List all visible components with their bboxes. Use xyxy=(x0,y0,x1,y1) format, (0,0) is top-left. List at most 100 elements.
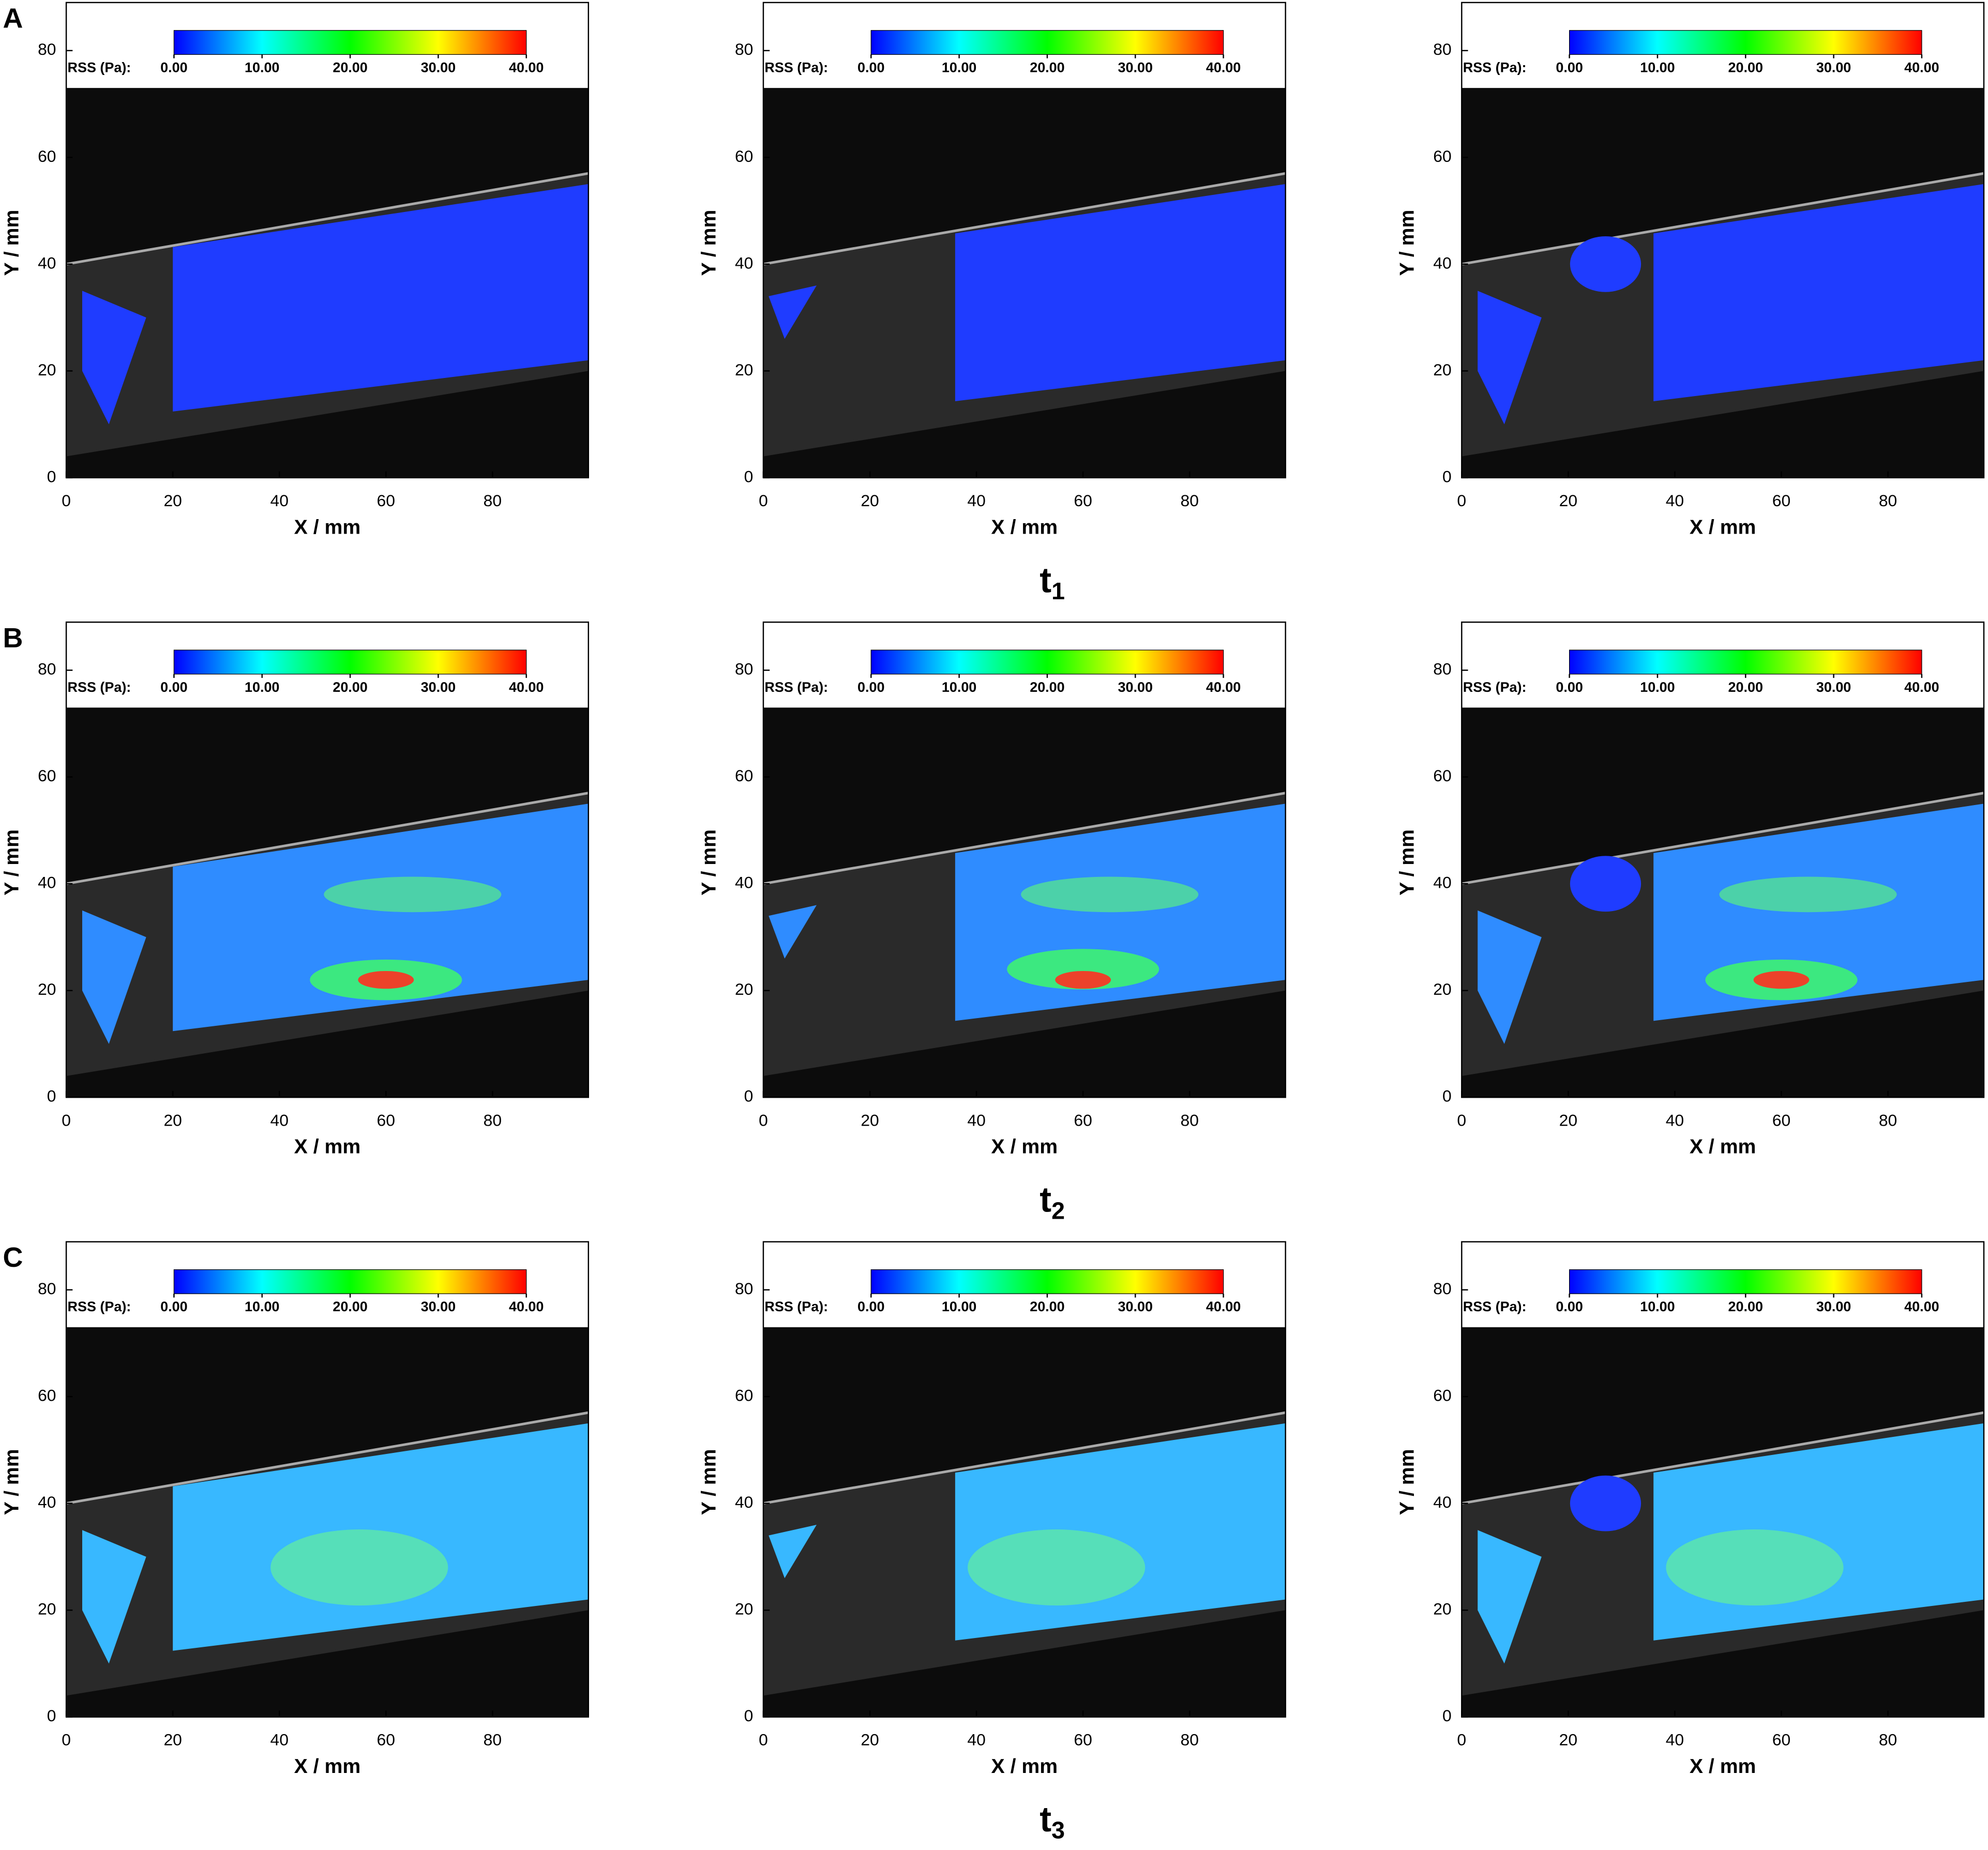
x-tick-label: 40 xyxy=(270,1731,289,1749)
y-axis-label: Y / mm xyxy=(1,210,23,276)
plot-frame xyxy=(762,2,1286,479)
x-tick-label: 60 xyxy=(1074,491,1092,510)
y-tick-label: 40 xyxy=(1433,253,1451,272)
y-tick-label: 0 xyxy=(1442,1706,1452,1725)
colorbar-tick-label: 30.00 xyxy=(1118,1299,1153,1314)
x-tick-label: 0 xyxy=(1457,1731,1466,1749)
x-axis-label: X / mm xyxy=(991,1755,1058,1778)
x-tick-label: 60 xyxy=(1772,1731,1790,1749)
x-tick-label: 20 xyxy=(163,1731,182,1749)
channel-wall xyxy=(66,792,589,885)
y-tick-label: 0 xyxy=(47,1706,56,1725)
colorbar-tick-label: 10.00 xyxy=(1640,59,1675,75)
panel: 0 20 40 60 80 0 20 40 60 80 X / mm Y / mm RSS (Pa): 0… xyxy=(1396,1241,1985,1778)
y-tick-label: 20 xyxy=(1433,1600,1451,1618)
y-tick-label: 80 xyxy=(735,1279,753,1298)
x-axis-label: X / mm xyxy=(1690,1136,1756,1158)
colorbar xyxy=(173,1269,527,1294)
x-axis-label: X / mm xyxy=(294,1136,361,1158)
flow-region-left xyxy=(82,291,146,424)
colorbar-label: RSS (Pa): xyxy=(68,679,131,695)
y-tick-label: 40 xyxy=(38,253,56,272)
panel: 0 20 40 60 80 0 20 40 60 80 X / mm Y / mm RSS (Pa): 0… xyxy=(1,621,590,1158)
time-label: t2 xyxy=(1040,1180,1065,1224)
panel: 0 20 40 60 80 0 20 40 60 80 X / mm Y / mm RSS (Pa): 0… xyxy=(1,1241,590,1778)
panel: 0 20 40 60 80 0 20 40 60 80 X / mm Y / mm RSS (Pa): 0… xyxy=(698,621,1286,1158)
colorbar-tick-label: 20.00 xyxy=(1728,679,1763,695)
x-tick-label: 20 xyxy=(163,1111,182,1129)
colorbar-tick-label: 10.00 xyxy=(1640,1299,1675,1314)
y-tick-label: 0 xyxy=(47,1087,56,1105)
x-axis-label: X / mm xyxy=(294,1755,361,1778)
y-tick-label: 0 xyxy=(744,467,754,486)
bulge xyxy=(1570,856,1641,912)
flow-region-left xyxy=(769,1524,817,1579)
x-tick-label: 80 xyxy=(484,1731,502,1749)
colorbar-tick-label: 10.00 xyxy=(245,1299,279,1314)
blob xyxy=(358,971,414,989)
colorbar-tick-label: 40.00 xyxy=(509,1299,544,1314)
y-tick-label: 80 xyxy=(38,40,56,58)
x-tick-label: 20 xyxy=(163,491,182,510)
colorbar-tick-label: 40.00 xyxy=(1904,59,1939,75)
colorbar-tick-label: 10.00 xyxy=(245,679,279,695)
x-tick-label: 60 xyxy=(377,1731,395,1749)
y-tick-label: 20 xyxy=(735,1600,753,1618)
x-tick-label: 80 xyxy=(1879,491,1897,510)
y-tick-label: 40 xyxy=(38,873,56,892)
colorbar-tick-label: 10.00 xyxy=(942,679,976,695)
colorbar xyxy=(1569,649,1922,675)
y-tick-label: 20 xyxy=(38,1600,56,1618)
y-tick-label: 80 xyxy=(38,1279,56,1298)
x-tick-label: 20 xyxy=(861,491,879,510)
flow-region xyxy=(173,803,589,1032)
x-axis-label: X / mm xyxy=(294,516,361,538)
y-tick-label: 20 xyxy=(735,980,753,998)
flow-region-left xyxy=(1478,1530,1542,1664)
time-label-sub: 3 xyxy=(1051,1817,1065,1844)
bulge xyxy=(1570,236,1641,292)
flow-region-left xyxy=(82,910,146,1044)
colorbar xyxy=(1569,1269,1922,1294)
blob xyxy=(270,1529,448,1606)
y-tick-label: 60 xyxy=(1433,1386,1451,1405)
plot-frame xyxy=(762,1241,1286,1718)
blob xyxy=(324,876,502,913)
plot-frame xyxy=(65,1241,590,1718)
y-tick-label: 40 xyxy=(735,253,753,272)
y-axis-label: Y / mm xyxy=(698,210,720,276)
y-tick-label: 60 xyxy=(38,147,56,165)
y-tick-label: 80 xyxy=(38,660,56,678)
colorbar-label: RSS (Pa): xyxy=(764,679,828,695)
y-tick-label: 40 xyxy=(735,873,753,892)
colorbar-tick-label: 30.00 xyxy=(1118,679,1153,695)
flow-region-left xyxy=(1478,910,1542,1044)
colorbar-tick-label: 40.00 xyxy=(1206,1299,1241,1314)
colorbar-tick-label: 10.00 xyxy=(942,1299,976,1314)
x-axis-label: X / mm xyxy=(991,516,1058,538)
colorbar-tick-label: 20.00 xyxy=(333,59,367,75)
x-tick-label: 20 xyxy=(861,1731,879,1749)
colorbar-tick-label: 20.00 xyxy=(1728,1299,1763,1314)
flow-region xyxy=(173,184,589,412)
colorbar-tick-label: 30.00 xyxy=(421,679,456,695)
plot-frame xyxy=(65,621,590,1098)
y-axis-label: Y / mm xyxy=(1396,829,1419,896)
x-tick-label: 20 xyxy=(1559,491,1577,510)
colorbar-tick-label: 20.00 xyxy=(1728,59,1763,75)
colorbar xyxy=(173,649,527,675)
channel-wall xyxy=(763,792,1286,885)
y-tick-label: 0 xyxy=(744,1087,754,1105)
x-axis-label: X / mm xyxy=(1690,1755,1756,1778)
y-tick-label: 20 xyxy=(735,360,753,379)
colorbar xyxy=(870,30,1224,55)
colorbar-tick-label: 20.00 xyxy=(333,1299,367,1314)
y-tick-label: 0 xyxy=(1442,467,1452,486)
colorbar-tick-label: 10.00 xyxy=(942,59,976,75)
flow-region-left xyxy=(82,1530,146,1664)
x-tick-label: 0 xyxy=(1457,1111,1466,1129)
colorbar-tick-label: 20.00 xyxy=(333,679,367,695)
x-tick-label: 40 xyxy=(1666,1731,1684,1749)
colorbar-tick-label: 30.00 xyxy=(1816,1299,1851,1314)
